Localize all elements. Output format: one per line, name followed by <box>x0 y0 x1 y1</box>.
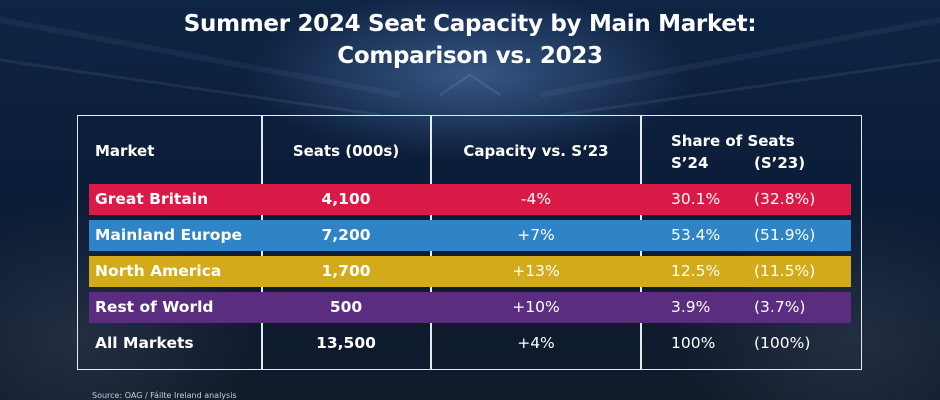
cell-share-s24: 53.4% <box>671 226 721 244</box>
cell-seats: 4,100 <box>321 190 371 208</box>
cell-share-s23: (3.7%) <box>754 298 806 316</box>
cell-capacity: +10% <box>512 298 560 316</box>
row-band-rest-of-world <box>89 292 851 323</box>
cell-share-s24: 3.9% <box>671 298 711 316</box>
cell-seats: 1,700 <box>321 262 371 280</box>
cell-market: North America <box>95 262 222 280</box>
title-line-2: Comparison vs. 2023 <box>337 43 603 69</box>
header-market: Market <box>95 142 155 160</box>
cell-market: Great Britain <box>95 190 209 208</box>
header-share: Share of Seats <box>671 132 795 150</box>
row-band-north-america <box>89 256 851 287</box>
cell-capacity: +7% <box>517 226 555 244</box>
table-frame <box>77 115 862 370</box>
header-seats: Seats (000s) <box>292 142 400 160</box>
header-share-s23: (S’23) <box>754 154 806 172</box>
cell-capacity: -4% <box>520 190 552 208</box>
cell-capacity: +4% <box>517 334 555 352</box>
cell-market: Mainland Europe <box>95 226 243 244</box>
cell-market: All Markets <box>95 334 194 352</box>
cell-seats: 7,200 <box>321 226 371 244</box>
cell-share-s24: 30.1% <box>671 190 721 208</box>
cell-seats: 13,500 <box>316 334 376 352</box>
header-share-s24: S’24 <box>671 154 709 172</box>
cell-share-s23: (32.8%) <box>754 190 816 208</box>
header-capacity: Capacity vs. S‘23 <box>463 142 609 160</box>
cell-market: Rest of World <box>95 298 214 316</box>
source-note: Source: OAG / Fáilte Ireland analysis <box>92 391 237 400</box>
row-band-great-britain <box>89 184 851 215</box>
title-line-1: Summer 2024 Seat Capacity by Main Market… <box>183 11 757 37</box>
cell-share-s23: (100%) <box>754 334 811 352</box>
page-title: Summer 2024 Seat Capacity by Main Market… <box>0 8 940 72</box>
cell-share-s23: (51.9%) <box>754 226 816 244</box>
cell-capacity: +13% <box>512 262 560 280</box>
cell-share-s23: (11.5%) <box>754 262 816 280</box>
cell-share-s24: 12.5% <box>671 262 721 280</box>
cell-seats: 500 <box>329 298 363 316</box>
cell-share-s24: 100% <box>671 334 716 352</box>
row-band-mainland-europe <box>89 220 851 251</box>
